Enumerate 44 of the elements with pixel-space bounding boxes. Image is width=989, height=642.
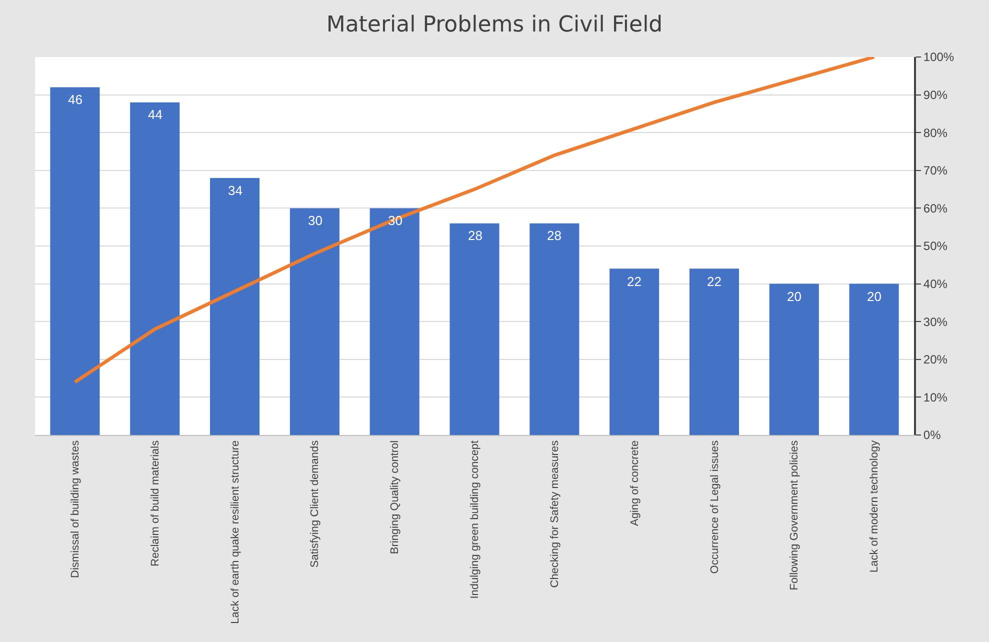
y2-tick-label: 0%	[923, 428, 942, 442]
x-tick-label: Aging of concrete	[628, 440, 641, 526]
x-tick-label: Dismissal of building wastes	[70, 440, 82, 578]
data-label: 28	[547, 228, 562, 243]
y2-tick-label: 40%	[923, 277, 948, 291]
data-label: 46	[68, 92, 82, 107]
bar	[370, 208, 420, 435]
data-label: 30	[308, 213, 322, 228]
bar	[210, 178, 260, 435]
data-label: 22	[707, 274, 722, 289]
y2-tick-label: 20%	[923, 352, 948, 367]
y2-tick-label: 90%	[923, 88, 948, 102]
bar	[610, 268, 660, 435]
bar	[849, 284, 899, 435]
bar	[450, 223, 500, 435]
data-label: 20	[867, 289, 882, 304]
x-tick-label: Following Government policies	[788, 440, 801, 590]
x-tick-label: Indulging green building concept	[469, 440, 482, 599]
bar	[130, 102, 180, 435]
bar	[689, 268, 739, 435]
chart-title: Material Problems in Civil Field	[326, 12, 663, 38]
x-tick-label: Occurrence of Legal issues	[708, 440, 721, 574]
x-tick-label: Lack of earth quake resilient structure	[229, 440, 242, 624]
x-tick-label: Lack of modern technology	[868, 440, 881, 572]
bar	[50, 87, 100, 435]
y2-tick-label: 80%	[923, 126, 948, 140]
y2-tick-label: 60%	[923, 201, 948, 216]
data-label: 44	[148, 107, 162, 122]
x-tick-label: Reclaim of build materials	[149, 440, 162, 566]
y2-tick-label: 10%	[923, 390, 948, 404]
data-label: 20	[787, 289, 802, 304]
x-tick-label: Satisfying Client demands	[309, 440, 322, 568]
y2-tick-label: 30%	[923, 314, 948, 329]
bar	[290, 208, 340, 435]
data-label: 28	[468, 228, 482, 243]
x-tick-label: Checking for Safety measures	[548, 440, 561, 588]
y2-tick-label: 70%	[923, 164, 948, 178]
x-tick-label: Bringing Quality control	[389, 440, 402, 554]
y2-tick-label: 50%	[923, 239, 948, 254]
data-label: 34	[228, 183, 242, 198]
y2-tick-label: 100%	[923, 50, 954, 64]
bar	[530, 223, 580, 435]
data-label: 22	[627, 274, 642, 289]
bar	[769, 284, 819, 435]
